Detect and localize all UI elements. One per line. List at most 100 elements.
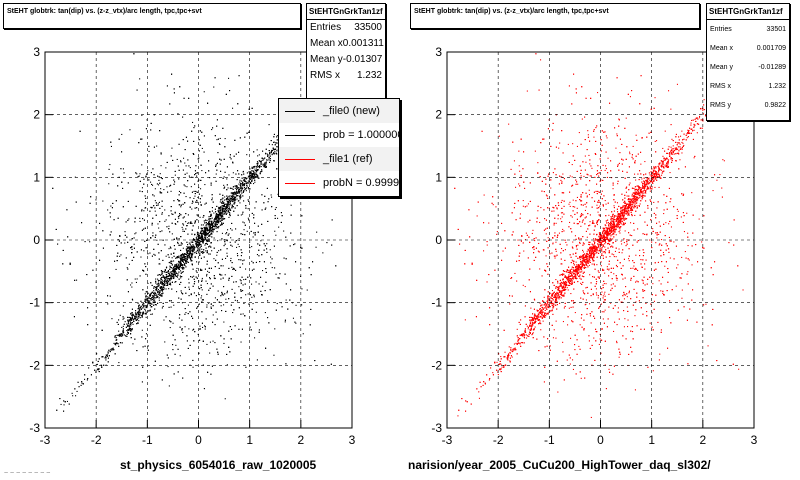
scatter-point — [249, 188, 251, 190]
scatter-point — [134, 221, 136, 223]
scatter-point — [137, 314, 139, 316]
scatter-point — [197, 196, 199, 198]
scatter-point — [179, 275, 181, 277]
scatter-point — [229, 187, 231, 189]
scatter-point — [212, 305, 214, 307]
scatter-point — [221, 209, 223, 211]
scatter-point — [191, 246, 193, 248]
scatter-point — [259, 172, 261, 174]
scatter-point — [168, 283, 170, 285]
scatter-point — [137, 312, 139, 314]
scatter-point — [217, 209, 219, 211]
scatter-point — [198, 193, 200, 195]
scatter-point — [246, 154, 248, 156]
scatter-point — [170, 277, 172, 279]
scatter-point — [132, 313, 134, 315]
scatter-point — [218, 208, 220, 210]
scatter-point — [214, 219, 216, 221]
scatter-point — [222, 207, 224, 209]
scatter-point — [211, 230, 213, 232]
scatter-point — [199, 237, 201, 239]
scatter-point — [139, 173, 141, 175]
scatter-point — [178, 143, 180, 145]
scatter-point — [153, 290, 155, 292]
scatter-point — [211, 217, 213, 219]
scatter-point — [219, 137, 221, 139]
scatter-point — [136, 316, 138, 318]
scatter-point — [216, 348, 218, 350]
scatter-point — [189, 253, 191, 255]
scatter-point — [205, 243, 207, 245]
scatter-point — [215, 221, 217, 223]
scatter-point — [260, 171, 262, 173]
scatter-point — [136, 312, 138, 314]
scatter-point — [168, 225, 170, 227]
scatter-point — [165, 282, 167, 284]
scatter-point — [129, 317, 131, 319]
scatter-point — [216, 139, 218, 141]
scatter-point — [210, 223, 212, 225]
scatter-point — [243, 183, 245, 185]
scatter-point — [216, 217, 218, 219]
scatter-point — [257, 169, 259, 171]
scatter-point — [251, 269, 253, 271]
scatter-point — [210, 214, 212, 216]
scatter-point — [240, 214, 242, 216]
scatter-point — [205, 222, 207, 224]
scatter-point — [267, 154, 269, 156]
scatter-point — [105, 357, 107, 359]
scatter-point — [192, 121, 194, 123]
scatter-point — [284, 273, 286, 275]
scatter-point — [222, 294, 224, 296]
scatter-point — [196, 214, 198, 216]
scatter-point — [204, 184, 206, 186]
scatter-point — [268, 158, 270, 160]
scatter-point — [194, 207, 196, 209]
scatter-point — [185, 253, 187, 255]
scatter-point — [74, 279, 76, 281]
scatter-point — [242, 211, 244, 213]
scatter-point — [107, 295, 109, 297]
scatter-point — [172, 334, 174, 336]
scatter-point — [194, 195, 196, 197]
scatter-point — [145, 333, 147, 335]
scatter-point — [222, 127, 224, 129]
scatter-point — [212, 285, 214, 287]
scatter-point — [208, 226, 210, 228]
scatter-point — [131, 315, 133, 317]
scatter-point — [154, 292, 156, 294]
scatter-point — [134, 312, 136, 314]
scatter-point — [266, 243, 268, 245]
scatter-point — [63, 410, 65, 412]
scatter-point — [138, 310, 140, 312]
scatter-point — [182, 260, 184, 262]
scatter-point — [240, 186, 242, 188]
scatter-point — [159, 182, 161, 184]
scatter-point — [145, 295, 147, 297]
scatter-point — [246, 230, 248, 232]
scatter-point — [149, 304, 151, 306]
scatter-point — [200, 224, 202, 226]
scatter-point — [155, 282, 157, 284]
scatter-point — [153, 195, 155, 197]
scatter-point — [113, 349, 115, 351]
scatter-point — [179, 267, 181, 269]
scatter-point — [185, 256, 187, 258]
scatter-point — [177, 242, 179, 244]
scatter-point — [228, 200, 230, 202]
scatter-point — [160, 165, 162, 167]
scatter-point — [189, 243, 191, 245]
scatter-point — [138, 304, 140, 306]
scatter-point — [173, 274, 175, 276]
scatter-point — [147, 301, 149, 303]
scatter-point — [182, 377, 184, 379]
scatter-point — [232, 198, 234, 200]
scatter-point — [187, 247, 189, 249]
scatter-point — [173, 277, 175, 279]
scatter-point — [62, 263, 64, 265]
scatter-point — [138, 306, 140, 308]
scatter-point — [229, 208, 231, 210]
scatter-point — [223, 218, 225, 220]
scatter-point — [178, 255, 180, 257]
scatter-point — [167, 270, 169, 272]
